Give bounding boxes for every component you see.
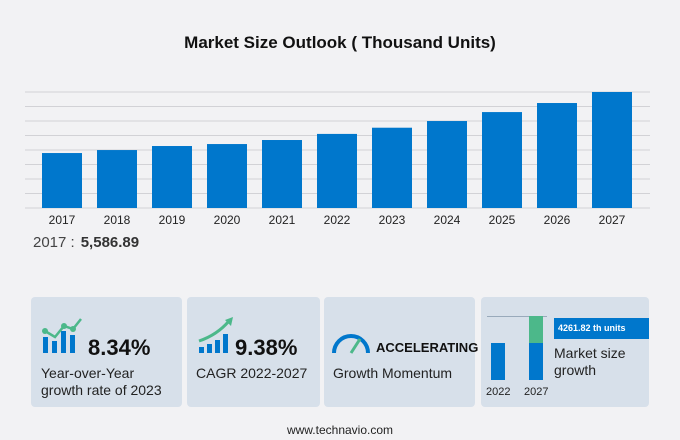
bar-2026 [537,103,577,208]
x-tick-label: 2020 [214,213,241,227]
yoy-label: Year-over-Year growth rate of 2023 [41,365,162,398]
bar-2027 [592,92,632,208]
bar-2020 [207,144,247,208]
bar-2019 [152,146,192,208]
first-year-value: 5,586.89 [80,234,140,251]
bar-chart: 2017 2018 2019 2020 2021 2022 2023 2024 2025 2026… [25,91,650,227]
first-value: 2017 : 5,586.89 [33,234,139,251]
x-tick-label: 2026 [544,213,571,227]
x-tick-label: 2027 [599,213,626,227]
cagr-label: CAGR 2022-2027 [196,365,308,381]
x-tick-label: 2023 [379,213,406,227]
growth-badge: 4261.82 th units [554,318,649,339]
x-tick-label: 2017 [49,213,76,227]
x-tick-label: 2018 [104,213,131,227]
momentum-card: ACCELERATING Growth Momentum [324,297,479,407]
momentum-label: Growth Momentum [333,365,453,381]
bar-2018 [97,150,137,208]
cagr-card: 9.38% CAGR 2022-2027 [187,297,320,407]
bar-2025 [482,112,522,208]
x-tick-label: 2022 [324,213,351,227]
growth-chart-icon [42,318,82,353]
bar-2023 [372,127,412,208]
bar-2021 [262,140,302,208]
bar-2027-growth [529,316,543,343]
chart-title: Market Size Outlook ( Thousand Units) [184,33,496,52]
growth-card: 2022 2027 4261.82 th units Market size gr… [481,297,649,407]
growth-label: Market size growth [554,345,626,378]
cagr-value: 9.38% [235,335,298,360]
yoy-value: 8.34% [88,335,151,360]
bar-2024 [427,121,467,208]
bar-2017 [42,153,82,208]
bar-2027 [529,343,543,380]
x-tick-label: 2025 [489,213,516,227]
first-year-label: 2017 : [33,234,75,251]
x-tick-label: 2021 [269,213,296,227]
bar-2022 [317,133,357,208]
x-tick-label: 2024 [434,213,461,227]
speedometer-icon [332,334,370,354]
momentum-value: ACCELERATING [376,340,479,355]
year-2022: 2022 [486,386,511,398]
footer-url: www.technavio.com [286,423,394,437]
trend-up-icon [198,317,233,353]
yoy-card: 8.34% Year-over-Year growth rate of 2023 [31,297,182,407]
bar-2022 [491,343,505,380]
year-2027: 2027 [524,386,549,398]
x-tick-label: 2019 [159,213,186,227]
